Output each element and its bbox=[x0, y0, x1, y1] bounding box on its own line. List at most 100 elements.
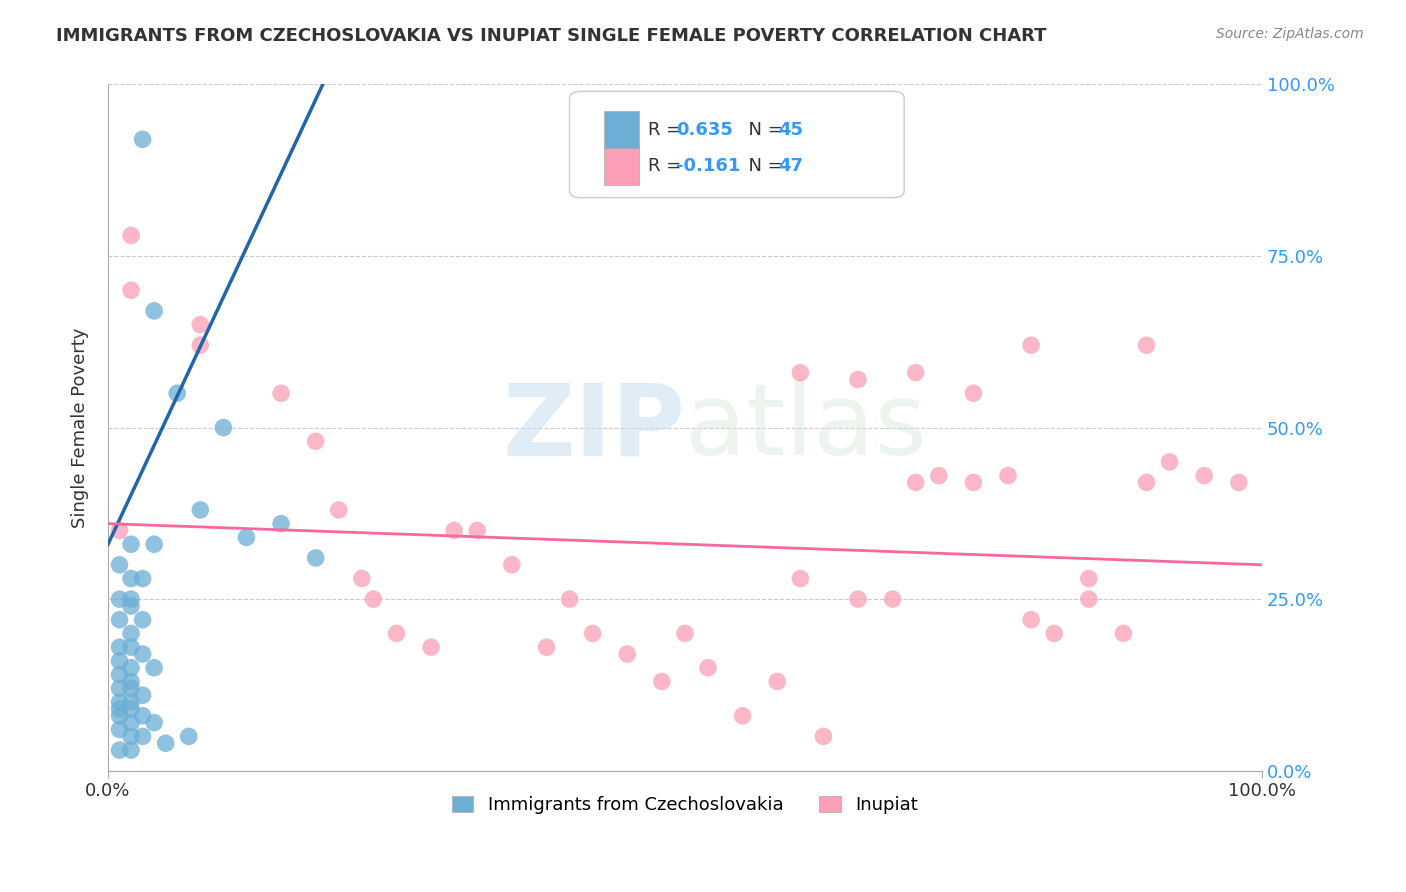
Point bbox=[582, 626, 605, 640]
Point bbox=[1019, 338, 1042, 352]
Point bbox=[108, 654, 131, 668]
Point bbox=[1227, 475, 1250, 490]
Point bbox=[188, 318, 211, 332]
Point bbox=[536, 640, 558, 655]
Text: 45: 45 bbox=[779, 120, 803, 139]
Point bbox=[108, 708, 131, 723]
Point bbox=[1159, 455, 1181, 469]
Point bbox=[212, 420, 235, 434]
Point bbox=[120, 599, 142, 613]
Point bbox=[131, 572, 153, 586]
Point bbox=[616, 647, 638, 661]
Point bbox=[108, 723, 131, 737]
Point bbox=[120, 674, 142, 689]
Point bbox=[166, 386, 188, 401]
Point bbox=[731, 708, 754, 723]
Point bbox=[120, 626, 142, 640]
Point bbox=[108, 695, 131, 709]
Point bbox=[789, 366, 811, 380]
Point bbox=[305, 434, 328, 449]
Point bbox=[177, 730, 200, 744]
Point bbox=[962, 475, 984, 490]
Point bbox=[651, 674, 673, 689]
Point bbox=[131, 708, 153, 723]
Point bbox=[188, 503, 211, 517]
Point bbox=[813, 730, 835, 744]
Point bbox=[108, 667, 131, 681]
Point bbox=[108, 681, 131, 696]
Point bbox=[120, 730, 142, 744]
Point bbox=[962, 386, 984, 401]
Point bbox=[882, 592, 904, 607]
Text: -0.161: -0.161 bbox=[676, 157, 740, 175]
Point bbox=[270, 386, 292, 401]
Point bbox=[131, 613, 153, 627]
Point bbox=[120, 743, 142, 757]
Point bbox=[501, 558, 523, 572]
Point bbox=[120, 681, 142, 696]
Point bbox=[155, 736, 177, 750]
Point bbox=[131, 647, 153, 661]
FancyBboxPatch shape bbox=[605, 112, 638, 149]
Point bbox=[270, 516, 292, 531]
Text: N =: N = bbox=[737, 120, 789, 139]
Point bbox=[120, 695, 142, 709]
Point bbox=[143, 715, 166, 730]
Point bbox=[143, 537, 166, 551]
Text: ZIP: ZIP bbox=[502, 379, 685, 476]
Point bbox=[1019, 613, 1042, 627]
Point bbox=[846, 592, 869, 607]
Point bbox=[120, 715, 142, 730]
Point bbox=[108, 558, 131, 572]
Point bbox=[904, 475, 927, 490]
Point bbox=[1192, 468, 1215, 483]
Point bbox=[443, 524, 465, 538]
Point bbox=[1112, 626, 1135, 640]
Point bbox=[120, 572, 142, 586]
Point bbox=[235, 530, 257, 544]
Point bbox=[143, 661, 166, 675]
Point bbox=[108, 702, 131, 716]
Text: atlas: atlas bbox=[685, 379, 927, 476]
Point bbox=[766, 674, 789, 689]
FancyBboxPatch shape bbox=[605, 147, 638, 186]
Point bbox=[305, 551, 328, 566]
Point bbox=[131, 730, 153, 744]
Point bbox=[120, 661, 142, 675]
Point bbox=[143, 304, 166, 318]
Point bbox=[789, 572, 811, 586]
FancyBboxPatch shape bbox=[569, 91, 904, 198]
Point bbox=[120, 640, 142, 655]
Point bbox=[350, 572, 373, 586]
Point bbox=[1077, 592, 1099, 607]
Point bbox=[108, 640, 131, 655]
Point bbox=[997, 468, 1019, 483]
Point bbox=[673, 626, 696, 640]
Point bbox=[120, 283, 142, 297]
Point bbox=[385, 626, 408, 640]
Point bbox=[558, 592, 581, 607]
Point bbox=[120, 537, 142, 551]
Text: IMMIGRANTS FROM CZECHOSLOVAKIA VS INUPIAT SINGLE FEMALE POVERTY CORRELATION CHAR: IMMIGRANTS FROM CZECHOSLOVAKIA VS INUPIA… bbox=[56, 27, 1046, 45]
Point bbox=[120, 592, 142, 607]
Point bbox=[120, 702, 142, 716]
Legend: Immigrants from Czechoslovakia, Inupiat: Immigrants from Czechoslovakia, Inupiat bbox=[443, 787, 928, 823]
Point bbox=[188, 338, 211, 352]
Point bbox=[904, 366, 927, 380]
Text: 0.635: 0.635 bbox=[676, 120, 733, 139]
Text: R =: R = bbox=[648, 120, 688, 139]
Point bbox=[1135, 338, 1157, 352]
Y-axis label: Single Female Poverty: Single Female Poverty bbox=[72, 327, 89, 528]
Point bbox=[1135, 475, 1157, 490]
Point bbox=[108, 592, 131, 607]
Text: 47: 47 bbox=[779, 157, 803, 175]
Point bbox=[697, 661, 720, 675]
Point bbox=[420, 640, 443, 655]
Point bbox=[108, 743, 131, 757]
Text: Source: ZipAtlas.com: Source: ZipAtlas.com bbox=[1216, 27, 1364, 41]
Point bbox=[465, 524, 488, 538]
Point bbox=[846, 372, 869, 386]
Point bbox=[1043, 626, 1066, 640]
Point bbox=[108, 524, 131, 538]
Text: R =: R = bbox=[648, 157, 688, 175]
